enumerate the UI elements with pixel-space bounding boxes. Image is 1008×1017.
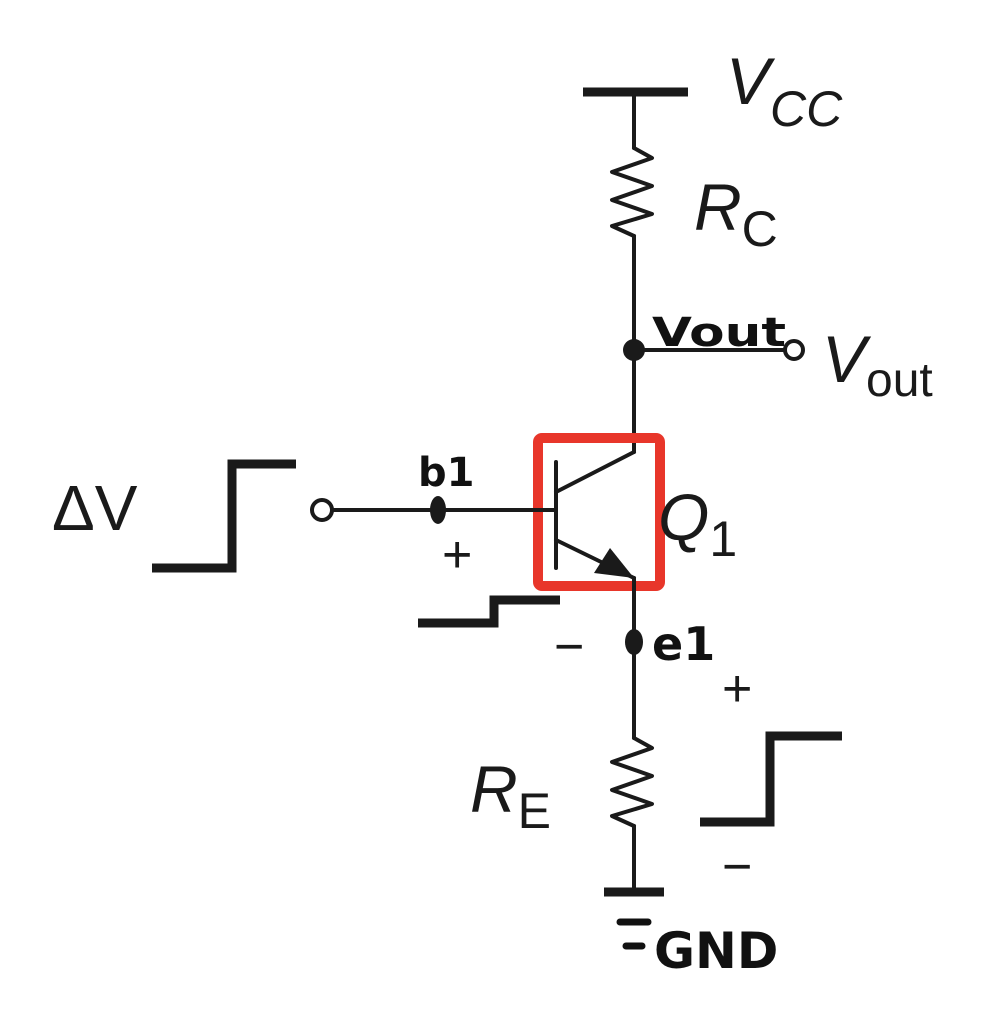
vcc-label: VCC <box>726 44 843 137</box>
b1-hand-note: b1 <box>418 450 474 496</box>
gnd-hand-note: GND <box>654 922 778 980</box>
e1-node-dot <box>625 629 643 655</box>
q1-collector-lead <box>554 450 636 494</box>
re-plus-sign: + <box>722 660 752 718</box>
q1-emitter-arrow <box>594 548 634 578</box>
rc-resistor <box>610 146 654 238</box>
vout-terminal <box>783 339 805 361</box>
e1-hand-note: e1 <box>652 617 715 671</box>
emitter-minus-sign: − <box>554 618 584 676</box>
re-minus-sign: − <box>722 838 752 896</box>
vout-label: Vout <box>822 322 933 407</box>
vout-hand-note: Vout <box>652 310 786 356</box>
q1-label: Q1 <box>658 480 737 567</box>
re-resistor <box>610 736 654 828</box>
rc-label: RC <box>694 170 778 257</box>
input-terminal <box>310 498 334 522</box>
base-step-waveform <box>418 595 560 628</box>
base-plus-sign: + <box>442 526 472 584</box>
input-step-waveform <box>152 459 296 573</box>
b1-node-dot <box>430 496 446 524</box>
re-label: RE <box>470 752 551 839</box>
delta-v-label: ΔV <box>52 472 138 544</box>
re-step-waveform <box>700 731 842 827</box>
